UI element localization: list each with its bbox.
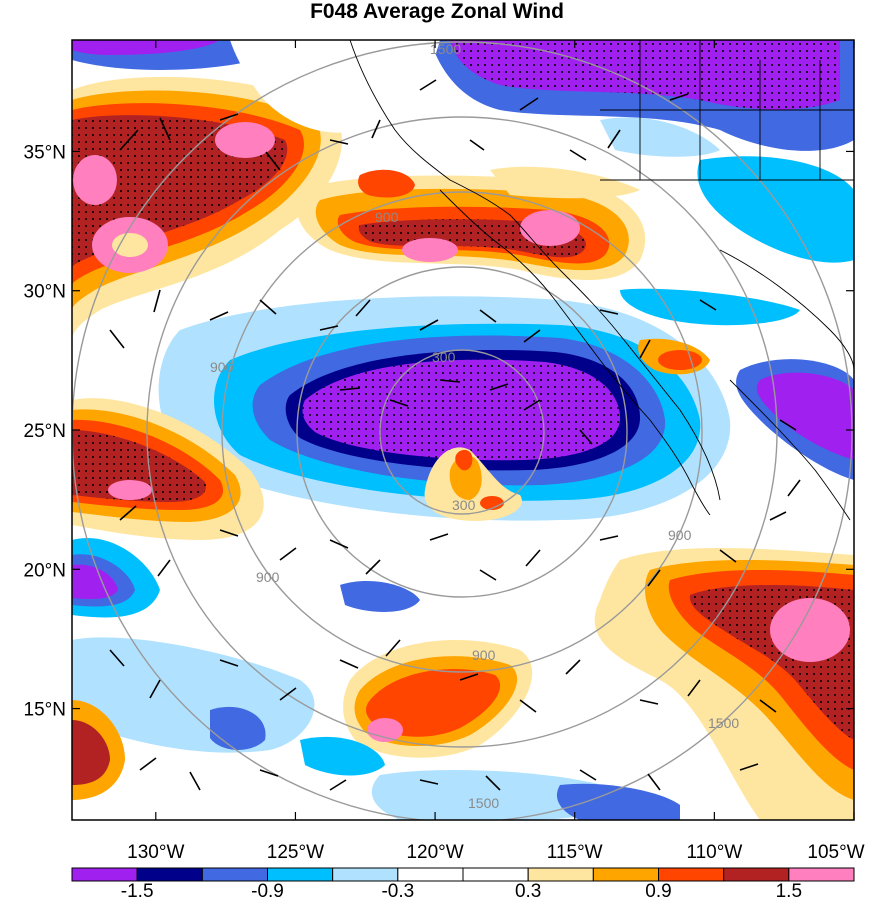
colorbar-label: -1.5 [121,881,154,900]
range-ring-1500 [72,41,853,820]
colorbar-swatch [592,867,659,882]
lon-tick-label: 125°W [267,842,324,863]
colorbar-swatch [332,867,399,882]
colorbar-swatch [723,867,790,882]
colorbar-swatch [658,867,725,882]
range-rings [72,41,853,820]
range-ring-label-900-west: 900 [210,359,234,375]
lon-tick-label: 110°W [686,842,742,863]
colorbar-label: 0.3 [515,881,541,900]
lon-tick-label: 115°W [547,842,603,863]
lat-tick-label: 35°N [24,142,66,163]
range-ring-300 [379,349,545,515]
colorbar-swatch [201,867,268,882]
wind-barbs [109,79,801,791]
colorbar-swatch [136,867,203,882]
lat-tick-label: 25°N [24,421,66,442]
colorbar-label: -0.3 [381,881,414,900]
colorbar-swatch [71,867,138,882]
range-ring-label-900-north: 900 [375,209,399,225]
range-ring-label-300-upper: 300 [432,349,456,365]
colorbar-swatch [527,867,594,882]
range-ring-900 [221,191,703,673]
range-ring-labels: 300 300 900 900 900 900 900 1500 1500 15… [210,41,739,811]
latitude-axis: 15°N 20°N 25°N 30°N 35°N [24,142,854,721]
colorbar-label: -0.9 [251,881,284,900]
range-ring-600 [296,266,628,598]
lat-tick-label: 15°N [24,700,66,721]
zonal-wind-shading [72,40,854,820]
lon-tick-label: 130°W [127,842,184,863]
lat-tick-label: 30°N [24,282,66,303]
range-ring-label-900-east: 900 [668,527,692,543]
range-ring-label-1500-south: 1500 [468,795,499,811]
colorbar-label: 0.9 [645,881,671,900]
colorbar-swatch [267,867,334,882]
lat-tick-label: 20°N [24,560,66,581]
map-title: F048 Average Zonal Wind [310,0,564,23]
range-ring-label-1500-southeast: 1500 [708,715,739,731]
colorbar-label: 1.5 [776,881,802,900]
range-ring-label-900-south: 900 [472,647,496,663]
lon-tick-label: 105°W [807,842,864,863]
range-ring-label-900-southwest: 900 [256,569,280,585]
range-ring-label-300-lower: 300 [452,497,476,513]
range-ring-1200 [146,116,778,748]
lon-tick-label: 120°W [406,842,463,863]
colorbar-swatch [462,867,529,882]
longitude-axis: 130°W 125°W 120°W 115°W 110°W 105°W [127,40,865,863]
coastlines [349,40,854,521]
colorbar: -1.5 -0.9 -0.3 0.3 0.9 1.5 [71,867,855,900]
range-ring-label-1500-north: 1500 [430,41,461,57]
map-panel: 300 300 900 900 900 900 900 1500 1500 15… [72,40,854,820]
colorbar-swatch [788,867,855,882]
colorbar-swatch [397,867,464,882]
